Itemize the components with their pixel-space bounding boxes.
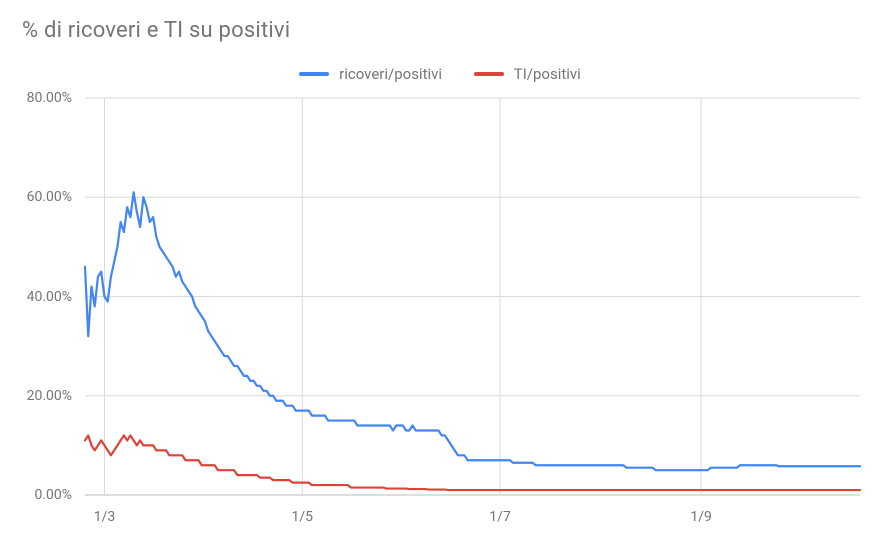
y-tick-label: 60.00% [27,189,72,205]
y-tick-label: 80.00% [27,90,72,106]
legend-label-1: TI/positivi [514,65,581,83]
y-tick-label: 20.00% [27,388,72,404]
legend-swatch-1 [474,72,504,76]
legend-item-0: ricoveri/positivi [299,65,442,83]
legend-item-1: TI/positivi [474,65,581,83]
chart-svg [85,98,860,495]
y-tick-label: 40.00% [27,289,72,305]
x-axis: 1/3 1/5 1/7 1/9 [85,501,860,535]
legend: ricoveri/positivi TI/positivi [0,62,880,83]
chart-title: % di ricoveri e TI su positivi [22,18,290,43]
y-axis: 0.00%20.00%40.00%60.00%80.00% [0,98,80,495]
plot-area [85,98,860,495]
x-tick-label: 1/5 [291,509,313,525]
y-tick-label: 0.00% [34,487,72,503]
x-tick-label: 1/7 [489,509,511,525]
legend-swatch-0 [299,72,329,76]
x-tick-label: 1/3 [94,509,116,525]
legend-label-0: ricoveri/positivi [339,65,442,83]
chart-container: % di ricoveri e TI su positivi ricoveri/… [0,0,880,535]
x-tick-label: 1/9 [690,509,712,525]
series-line-1 [85,435,860,490]
series-line-0 [85,192,860,470]
